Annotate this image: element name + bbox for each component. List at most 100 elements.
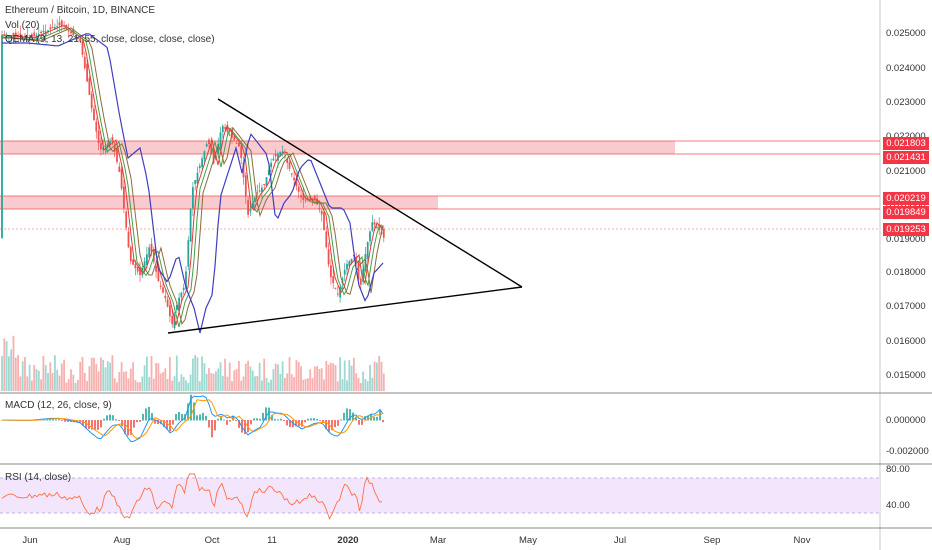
volume-bar <box>198 381 201 391</box>
macd-histogram-bar <box>190 394 192 421</box>
volume-bar <box>323 379 325 391</box>
candle-body <box>192 187 194 209</box>
candle-body <box>205 144 208 147</box>
price-tick-label: 0.015000 <box>886 370 926 381</box>
volume-bar <box>182 376 185 391</box>
volume-bar <box>116 382 118 391</box>
volume-bar <box>300 366 302 391</box>
candle-body <box>10 36 13 38</box>
candle-body <box>173 314 176 329</box>
candle-body <box>162 287 164 293</box>
macd-histogram-bar <box>349 409 351 421</box>
macd-histogram-bar <box>118 420 120 421</box>
macd-histogram-bar <box>124 420 126 435</box>
volume-bar <box>146 356 148 391</box>
macd-histogram-bar <box>103 418 105 421</box>
candle-body <box>263 183 266 185</box>
volume-bar <box>256 376 259 391</box>
volume-bar <box>235 369 238 391</box>
candle-body <box>267 170 270 176</box>
candle-body <box>316 198 318 205</box>
rsi-indicator <box>1 473 383 520</box>
volume-bar <box>249 366 252 391</box>
candle-body <box>313 195 316 200</box>
macd-histogram-bar <box>283 420 285 422</box>
candle-body <box>235 142 238 144</box>
macd-histogram-bar <box>319 420 321 421</box>
candle-body <box>309 196 312 200</box>
macd-tick-label: -0.002000 <box>886 446 929 457</box>
macd-histogram-bar <box>328 420 330 432</box>
volume-bar <box>382 373 385 391</box>
volume-bar <box>341 379 344 391</box>
volume-bar <box>210 373 213 391</box>
macd-histogram-bar <box>178 411 180 421</box>
qema-lines <box>1 25 384 334</box>
macd-histogram-bar <box>217 418 219 421</box>
volume-bar <box>307 378 309 391</box>
candle-body <box>208 139 210 145</box>
volume-bar <box>157 363 160 391</box>
candle-body <box>175 305 178 311</box>
macd-histogram-bar <box>151 413 153 421</box>
volume-bar <box>83 372 86 391</box>
macd-axis: 0.000000 -0.002000 <box>886 415 929 457</box>
candle-body <box>169 305 171 317</box>
volume-bar <box>150 355 153 391</box>
price-axis: 0.025000 0.024000 0.023000 0.022000 0.021000… <box>886 28 926 381</box>
volume-bar <box>24 357 26 391</box>
macd-histogram-bar <box>265 407 267 421</box>
candle-body <box>270 162 272 168</box>
macd-histogram-bar <box>193 402 195 421</box>
candle-body <box>97 131 100 143</box>
macd-histogram-bar <box>376 416 378 421</box>
volume-bar <box>327 364 330 391</box>
volume-bar <box>304 378 307 391</box>
candle-body <box>323 211 325 230</box>
candle-body <box>77 37 79 39</box>
qema-line-21 <box>2 27 384 325</box>
candle-body <box>44 31 47 37</box>
candle-body <box>219 132 222 148</box>
volume-bar <box>339 357 341 391</box>
volume-bar <box>369 365 371 391</box>
rsi-tick-label: 80.00 <box>886 464 910 475</box>
price-marker-3: 0.020219 <box>883 192 929 205</box>
ascending-trendline[interactable] <box>167 286 523 334</box>
volume-bar <box>70 369 72 391</box>
candle-body <box>164 295 167 299</box>
macd-histogram-bar <box>331 420 333 431</box>
candle-body <box>290 173 293 175</box>
volume-bar <box>325 360 328 391</box>
volume-bar <box>378 355 381 391</box>
candle-body <box>155 265 157 272</box>
volume-bar <box>42 355 45 391</box>
volume-bar <box>334 365 337 391</box>
macd-histogram-bar <box>382 420 384 423</box>
macd-histogram-bar <box>286 420 288 426</box>
volume-bar <box>217 368 220 391</box>
volume-legend: Vol (20) <box>5 20 40 31</box>
candle-body <box>56 26 59 28</box>
candle-body <box>327 249 330 265</box>
macd-histogram-bar <box>229 420 231 422</box>
candle-body <box>19 33 22 38</box>
volume-bar <box>109 362 111 391</box>
candle-body <box>366 242 369 259</box>
volume-bar <box>21 361 24 391</box>
volume-bar <box>226 376 229 391</box>
volume-bar <box>201 356 203 391</box>
volume-bar <box>221 375 224 391</box>
candle-body <box>210 144 213 154</box>
time-tick-label: Jun <box>22 535 37 546</box>
price-tick-label: 0.025000 <box>886 28 926 39</box>
volume-bar <box>28 364 31 391</box>
macd-histogram-bar <box>268 407 270 421</box>
macd-histogram-bar <box>313 418 315 421</box>
candle-body <box>311 198 314 200</box>
volume-bar <box>175 355 178 391</box>
volume-bar <box>155 363 157 391</box>
descending-trendline[interactable] <box>217 98 523 288</box>
volume-bar <box>5 341 8 391</box>
